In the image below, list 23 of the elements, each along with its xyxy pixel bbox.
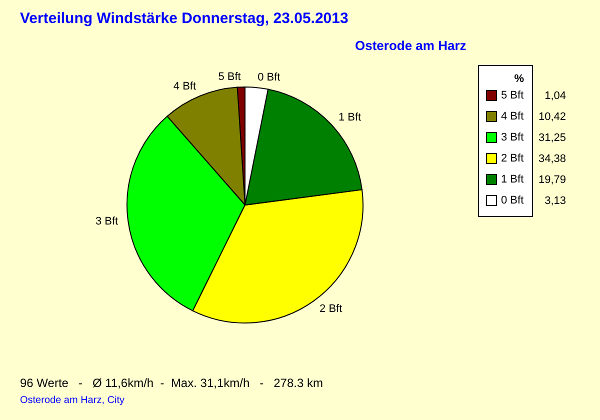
slice-label: 2 Bft (320, 303, 342, 316)
chart-title: Verteilung Windstärke Donnerstag, 23.05.2013 (20, 10, 348, 27)
legend-label: 1 Bft (501, 174, 524, 186)
text: 96 Werte - Ø 11,6km/h - Max. 31,1km/h - 278.3 km (20, 376, 323, 390)
legend-label: 4 Bft (501, 110, 524, 122)
data-label: 1,04 (544, 90, 566, 102)
legend-label: 5 Bft (501, 90, 524, 102)
data-label: 10,42 (538, 111, 566, 123)
slice-label: 4 Bft (173, 80, 196, 93)
slice-label: 1 Bft (338, 112, 362, 124)
data-label: 3,13 (544, 195, 566, 207)
data-label: 34,38 (538, 153, 566, 165)
text: Osterode am Harz, City (20, 395, 124, 406)
legend-label: 0 Bft (501, 194, 524, 206)
legend-title: % (514, 73, 524, 85)
slice-label: 3 Bft (95, 216, 118, 228)
data-label: 19,79 (538, 174, 566, 186)
data-label: 31,25 (538, 132, 566, 144)
chart-subtitle: Osterode am Harz (355, 38, 466, 53)
legend-label: 3 Bft (501, 132, 524, 144)
slice-label: 0 Bft (258, 72, 280, 84)
slice-label: 5 Bft (218, 71, 241, 84)
legend-label: 2 Bft (501, 152, 524, 164)
